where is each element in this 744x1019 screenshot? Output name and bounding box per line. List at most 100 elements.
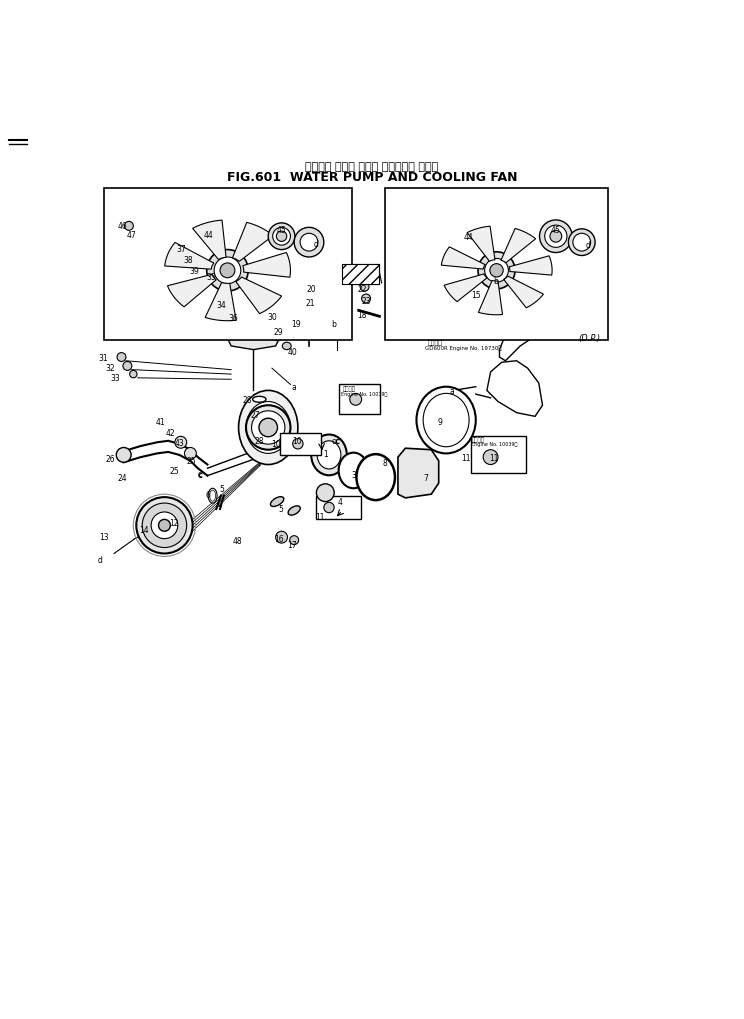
- Ellipse shape: [235, 306, 265, 335]
- Ellipse shape: [317, 441, 341, 470]
- Text: 40: 40: [288, 348, 298, 357]
- Circle shape: [305, 313, 312, 321]
- Text: 46: 46: [118, 222, 127, 231]
- Circle shape: [275, 532, 287, 543]
- Circle shape: [545, 226, 567, 248]
- Circle shape: [276, 231, 286, 243]
- Text: 28: 28: [254, 436, 264, 445]
- Text: 32: 32: [106, 364, 115, 373]
- Text: FIG.601  WATER PUMP AND COOLING FAN: FIG.601 WATER PUMP AND COOLING FAN: [227, 171, 517, 184]
- Text: Engine No. 10039～: Engine No. 10039～: [341, 391, 387, 396]
- Text: 29: 29: [273, 327, 283, 336]
- Text: 47: 47: [126, 231, 136, 240]
- Circle shape: [273, 228, 290, 246]
- Circle shape: [350, 394, 362, 406]
- Text: c: c: [198, 470, 202, 479]
- Polygon shape: [499, 321, 535, 362]
- Text: 15: 15: [471, 290, 481, 300]
- Circle shape: [469, 296, 479, 306]
- Ellipse shape: [238, 313, 247, 321]
- Text: 31: 31: [99, 354, 109, 363]
- Bar: [342, 265, 379, 284]
- Circle shape: [136, 497, 193, 554]
- Bar: [342, 265, 379, 284]
- Circle shape: [269, 223, 295, 251]
- Text: 28: 28: [243, 395, 252, 405]
- Text: 43: 43: [174, 438, 185, 447]
- Text: 10: 10: [271, 440, 280, 448]
- Text: ウォータ ポンプ および クーリング ファン: ウォータ ポンプ および クーリング ファン: [305, 162, 439, 171]
- Ellipse shape: [282, 342, 291, 351]
- Circle shape: [220, 264, 235, 278]
- Circle shape: [184, 254, 193, 262]
- Ellipse shape: [246, 406, 290, 450]
- Polygon shape: [232, 223, 273, 262]
- Text: 44: 44: [464, 232, 473, 242]
- Text: c: c: [198, 470, 202, 479]
- Circle shape: [466, 291, 483, 310]
- Polygon shape: [228, 326, 279, 351]
- Circle shape: [550, 231, 562, 243]
- Ellipse shape: [251, 412, 285, 444]
- Circle shape: [129, 371, 137, 378]
- Text: 4: 4: [338, 497, 342, 506]
- Text: 23: 23: [362, 297, 371, 306]
- Text: 11: 11: [315, 513, 325, 522]
- Circle shape: [312, 300, 320, 308]
- Text: 12: 12: [170, 519, 179, 527]
- Ellipse shape: [417, 387, 475, 453]
- Text: 44: 44: [204, 231, 214, 240]
- Polygon shape: [444, 275, 487, 303]
- Text: 14: 14: [140, 526, 150, 535]
- Circle shape: [190, 263, 198, 270]
- Text: 45: 45: [551, 226, 561, 234]
- Circle shape: [490, 264, 503, 278]
- Circle shape: [483, 450, 498, 465]
- Text: 5: 5: [278, 505, 283, 514]
- Text: 10: 10: [292, 436, 302, 445]
- Circle shape: [200, 264, 218, 281]
- Text: 39: 39: [189, 267, 199, 275]
- Circle shape: [292, 439, 303, 449]
- Text: 11: 11: [490, 453, 499, 463]
- Circle shape: [289, 536, 298, 545]
- Text: (D.P.): (D.P.): [578, 333, 600, 342]
- Text: 11: 11: [461, 453, 471, 463]
- Ellipse shape: [208, 489, 217, 503]
- Text: 9: 9: [437, 418, 442, 427]
- Text: 8: 8: [382, 459, 387, 468]
- Text: 25: 25: [170, 467, 179, 476]
- Text: 6: 6: [205, 490, 210, 499]
- Bar: [385, 189, 608, 340]
- Ellipse shape: [256, 435, 269, 441]
- Ellipse shape: [270, 497, 283, 507]
- Ellipse shape: [210, 490, 216, 501]
- Bar: [280, 433, 321, 455]
- Text: 33: 33: [111, 373, 121, 382]
- Text: a: a: [292, 383, 297, 392]
- Text: 1: 1: [324, 449, 328, 459]
- Circle shape: [123, 362, 132, 371]
- Text: 2: 2: [218, 500, 222, 508]
- Polygon shape: [167, 275, 217, 308]
- Circle shape: [185, 448, 196, 460]
- Bar: [316, 497, 361, 519]
- Text: Engine No. 10039～: Engine No. 10039～: [471, 442, 517, 446]
- Polygon shape: [205, 283, 236, 321]
- Text: 16: 16: [275, 535, 284, 543]
- Text: 22: 22: [358, 284, 367, 293]
- Text: 5: 5: [219, 484, 224, 493]
- Bar: [471, 437, 526, 474]
- Text: 35: 35: [206, 273, 216, 282]
- Text: c: c: [335, 437, 340, 446]
- Circle shape: [316, 484, 334, 502]
- Circle shape: [294, 228, 324, 258]
- Circle shape: [207, 251, 248, 291]
- Ellipse shape: [240, 313, 259, 328]
- Ellipse shape: [206, 291, 219, 305]
- Circle shape: [324, 502, 334, 514]
- Polygon shape: [487, 362, 542, 417]
- Polygon shape: [504, 277, 543, 309]
- Circle shape: [142, 503, 187, 548]
- Text: 38: 38: [183, 256, 193, 265]
